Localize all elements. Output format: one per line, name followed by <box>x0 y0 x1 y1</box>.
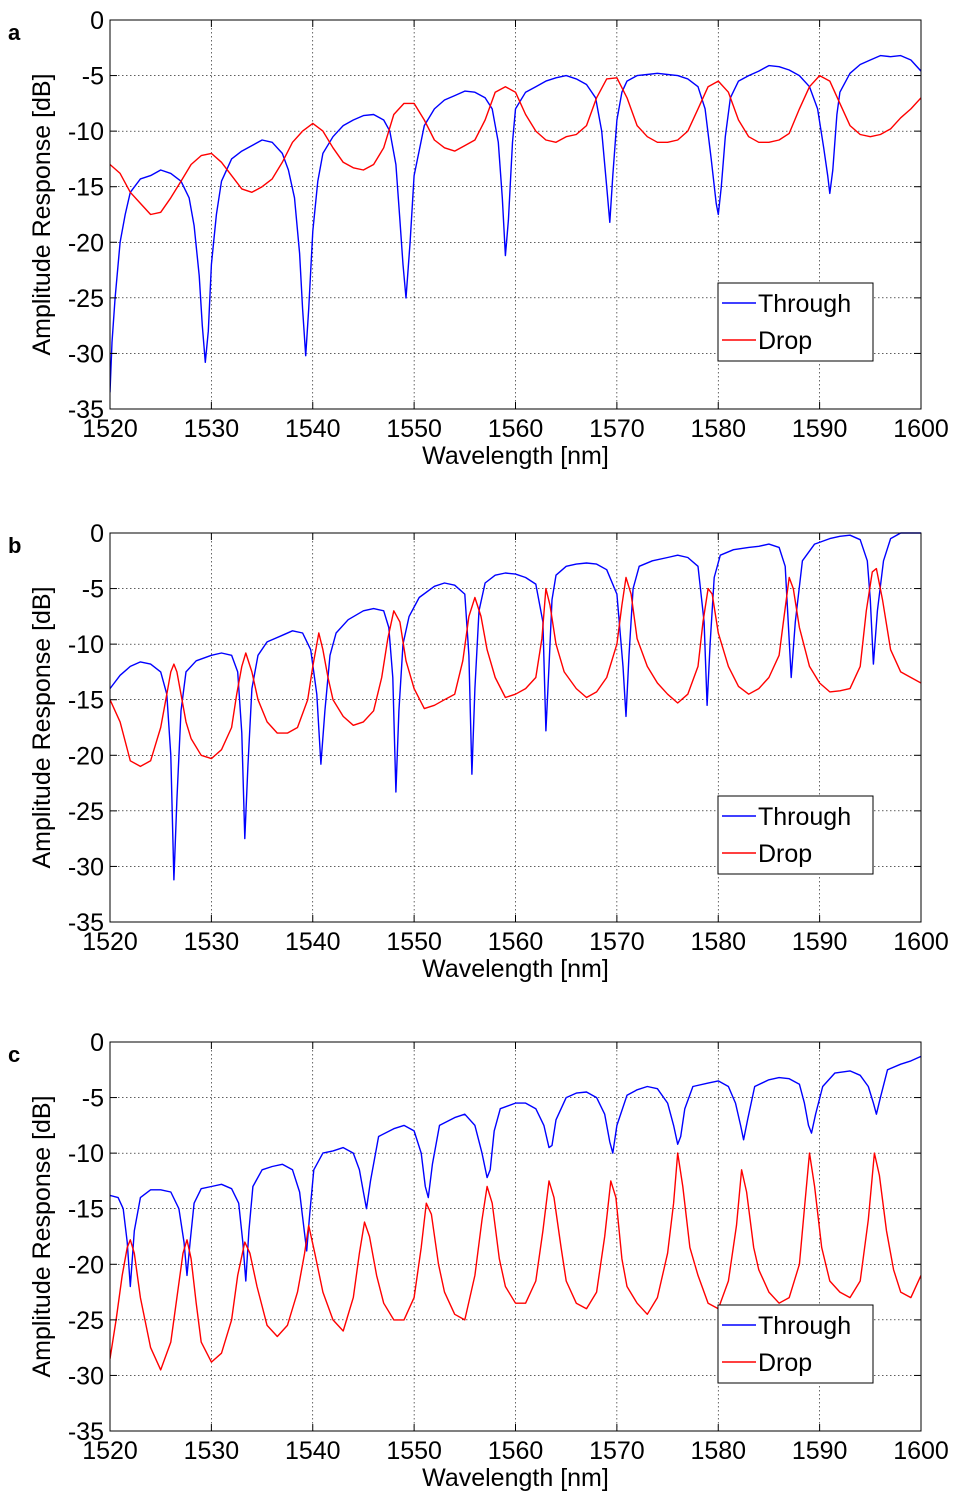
x-tick-label: 1550 <box>386 1437 442 1465</box>
y-tick-label: 0 <box>90 7 104 35</box>
legend-box <box>717 1304 874 1384</box>
chart-panel-b: 1520 1530 1540 1550 1560 1570 1580 1590 1600 0 -5 -… <box>8 520 949 983</box>
x-tick-label: 1520 <box>82 1437 138 1465</box>
y-tick-label: -5 <box>82 576 104 604</box>
y-tick-label: -30 <box>68 853 104 881</box>
x-axis-label: Wavelength [nm] <box>422 442 609 470</box>
panel-label: c <box>8 1042 20 1067</box>
x-tick-label: 1560 <box>488 928 544 956</box>
x-tick-label: 1520 <box>82 928 138 956</box>
y-tick-label: -15 <box>68 687 104 715</box>
x-tick-label: 1530 <box>184 1437 240 1465</box>
y-tick-label: -30 <box>68 340 104 368</box>
legend: Through Drop <box>717 282 874 362</box>
series-line-through <box>110 54 921 393</box>
y-tick-label: 0 <box>90 1029 104 1057</box>
y-axis-label: Amplitude Response [dB] <box>28 73 56 355</box>
y-tick-label: -15 <box>68 1196 104 1224</box>
x-tick-label: 1570 <box>589 1437 645 1465</box>
y-axis-label: Amplitude Response [dB] <box>28 586 56 868</box>
y-tick-label: -5 <box>82 1085 104 1113</box>
chart-panel-c: 1520 1530 1540 1550 1560 1570 1580 1590 1600 0 -5 -… <box>8 1029 949 1492</box>
x-tick-label: 1540 <box>285 928 341 956</box>
legend: Through Drop <box>717 1304 874 1384</box>
legend-box <box>717 795 874 875</box>
x-tick-label: 1560 <box>488 415 544 443</box>
y-tick-label: -35 <box>68 1418 104 1446</box>
grid <box>110 533 921 922</box>
x-tick-label: 1590 <box>792 1437 848 1465</box>
y-tick-label: -15 <box>68 174 104 202</box>
y-tick-label: -30 <box>68 1362 104 1390</box>
panel-label: a <box>8 20 21 45</box>
x-tick-label: 1600 <box>893 928 949 956</box>
x-tick-label: 1550 <box>386 928 442 956</box>
y-tick-label: -10 <box>68 118 104 146</box>
legend: Through Drop <box>717 795 874 875</box>
x-tick-label: 1580 <box>690 928 746 956</box>
y-tick-label: -25 <box>68 1307 104 1335</box>
legend-entry-through: Through <box>758 1312 851 1340</box>
y-tick-label: -35 <box>68 396 104 424</box>
legend-entry-drop: Drop <box>758 840 812 868</box>
x-tick-label: 1600 <box>893 1437 949 1465</box>
x-tick-label: 1520 <box>82 415 138 443</box>
y-tick-label: -20 <box>68 229 104 257</box>
x-tick-label: 1550 <box>386 415 442 443</box>
panel-label: b <box>8 533 21 558</box>
y-tick-label: -20 <box>68 742 104 770</box>
series-line-drop <box>110 74 921 216</box>
series-line-drop <box>110 567 921 768</box>
y-axis-label: Amplitude Response [dB] <box>28 1095 56 1377</box>
y-tick-label: -25 <box>68 285 104 313</box>
series-line-through <box>110 532 921 881</box>
x-tick-label: 1590 <box>792 415 848 443</box>
x-tick-label: 1540 <box>285 415 341 443</box>
x-tick-label: 1600 <box>893 415 949 443</box>
x-tick-label: 1540 <box>285 1437 341 1465</box>
grid <box>110 20 921 409</box>
x-axis-label: Wavelength [nm] <box>422 955 609 983</box>
y-tick-label: -5 <box>82 63 104 91</box>
legend-entry-drop: Drop <box>758 1349 812 1377</box>
series-line-through <box>110 1055 921 1288</box>
y-tick-label: -20 <box>68 1251 104 1279</box>
legend-box <box>717 282 874 362</box>
y-tick-label: -10 <box>68 1140 104 1168</box>
x-tick-label: 1530 <box>184 415 240 443</box>
series-line-drop <box>110 1152 921 1371</box>
x-tick-label: 1570 <box>589 415 645 443</box>
y-tick-label: 0 <box>90 520 104 548</box>
y-tick-label: -10 <box>68 631 104 659</box>
legend-entry-through: Through <box>758 290 851 318</box>
x-axis-label: Wavelength [nm] <box>422 1464 609 1492</box>
legend-entry-through: Through <box>758 803 851 831</box>
y-tick-label: -25 <box>68 798 104 826</box>
x-tick-label: 1580 <box>690 415 746 443</box>
x-tick-label: 1560 <box>488 1437 544 1465</box>
x-tick-label: 1590 <box>792 928 848 956</box>
chart-panel-a: 1520 1530 1540 1550 1560 1570 1580 1590 1600 0 -5 -… <box>8 7 949 470</box>
y-tick-label: -35 <box>68 909 104 937</box>
x-tick-label: 1580 <box>690 1437 746 1465</box>
legend-entry-drop: Drop <box>758 327 812 355</box>
x-tick-label: 1570 <box>589 928 645 956</box>
x-tick-label: 1530 <box>184 928 240 956</box>
